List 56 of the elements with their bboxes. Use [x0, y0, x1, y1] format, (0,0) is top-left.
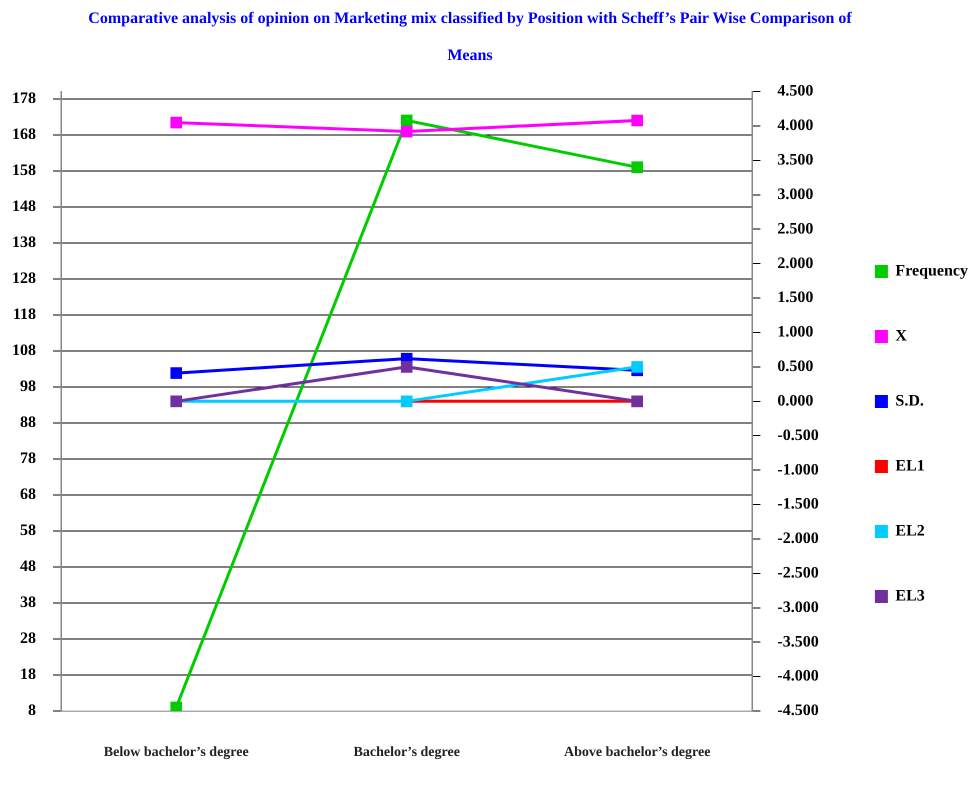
y-tick-label: 148: [12, 198, 36, 215]
y2-tick-label: -3.000: [777, 598, 819, 616]
y2-tick-label: 2.500: [777, 220, 814, 238]
y2-tick-label: -4.500: [777, 702, 819, 720]
point: [631, 114, 643, 126]
y-tick-label: 48: [20, 558, 36, 576]
point: [400, 361, 413, 373]
y2-tick-label: 1.000: [777, 324, 814, 341]
y-tick-label: 138: [12, 234, 36, 251]
y2-tick-label: -2.500: [777, 564, 819, 582]
point: [400, 126, 413, 138]
y2-tick-label: 3.000: [777, 186, 814, 203]
y-tick-label: 178: [12, 90, 36, 107]
y2-tick-label: 1.500: [777, 289, 814, 306]
y2-tick-label: 4.500: [777, 82, 814, 100]
x-tick-label: Above bachelor’s degree: [564, 745, 710, 760]
y2-tick-label: 4.000: [777, 117, 814, 134]
legend-label: X: [895, 328, 908, 345]
point: [170, 367, 182, 379]
legend-label: S.D.: [895, 392, 924, 410]
y2-tick-label: 0.500: [777, 358, 814, 376]
y-tick-label: 118: [12, 306, 36, 324]
y-tick-label: 88: [20, 414, 36, 432]
point: [631, 361, 643, 373]
legend-label: EL1: [895, 458, 925, 475]
point: [170, 116, 182, 128]
y-tick-label: 8: [28, 702, 36, 720]
point: [170, 702, 182, 711]
point: [400, 114, 413, 126]
y-tick-label: 58: [20, 522, 36, 540]
point: [631, 161, 643, 174]
y2-tick-label: -1.500: [777, 496, 819, 513]
y-tick-label: 28: [20, 630, 36, 648]
y2-tick-label: -4.000: [777, 668, 819, 685]
y2-tick-label: -1.000: [777, 461, 819, 478]
legend-label: Frequency: [895, 262, 968, 280]
y2-tick-label: -0.500: [777, 426, 819, 444]
y-tick-label: 98: [20, 378, 36, 396]
y-tick-label: 78: [20, 450, 36, 468]
x-tick-label: Below bachelor’s degree: [104, 745, 249, 760]
y-tick-label: 168: [12, 126, 36, 143]
y-tick-label: 108: [12, 342, 36, 360]
legend-label: EL2: [895, 522, 925, 540]
y2-tick-label: 0.000: [777, 392, 814, 410]
y-tick-label: 68: [20, 486, 36, 504]
y-tick-label: 18: [20, 666, 36, 684]
y2-tick-label: -2.000: [777, 530, 819, 548]
y2-tick-label: 2.000: [777, 254, 814, 272]
x-tick-label: Bachelor’s degree: [354, 745, 460, 760]
y-tick-label: 38: [20, 594, 36, 612]
y2-tick-label: 3.500: [777, 152, 814, 169]
y-tick-label: 158: [12, 162, 36, 179]
chart-title: Comparative analysis of opinion on Marketing mix classified by Position with Scheff’s Pair Wise Comparison of Means: [88, 10, 852, 64]
legend-label: EL3: [895, 588, 925, 605]
y2-tick-label: -3.500: [777, 633, 819, 650]
y-tick-label: 128: [12, 270, 36, 287]
